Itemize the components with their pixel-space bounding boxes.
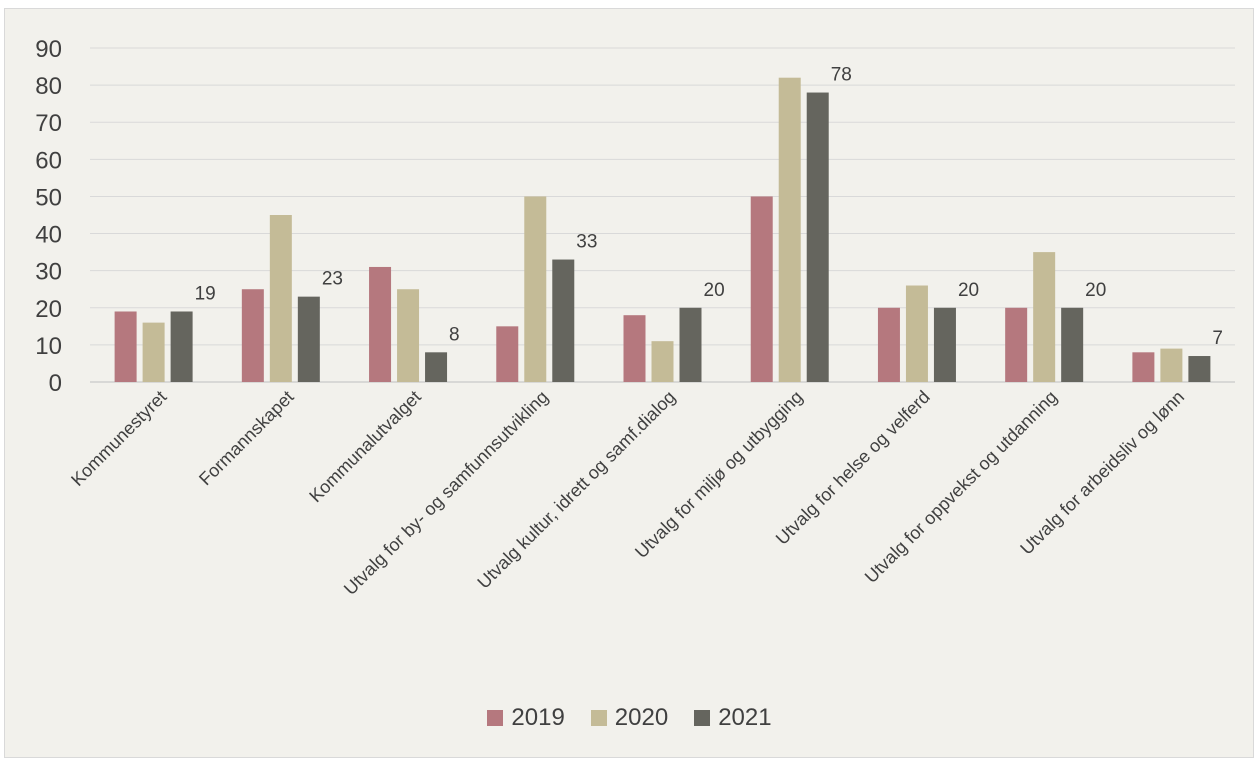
chart-frame <box>4 8 1254 758</box>
bar-2019 <box>623 315 646 382</box>
x-category-label: Utvalg for by- og samfunnsutvikling <box>340 387 552 599</box>
bar-2020 <box>269 215 292 382</box>
y-tick-label: 50 <box>35 184 62 211</box>
legend-item: 2020 <box>590 704 669 732</box>
bar-2019 <box>1132 352 1155 382</box>
bar-2019 <box>750 196 773 382</box>
bar-2021 <box>552 259 575 382</box>
y-tick-label: 60 <box>35 147 62 174</box>
bar-2021 <box>297 296 320 382</box>
bar-2020 <box>1160 348 1183 382</box>
bar-2020 <box>905 285 928 382</box>
legend-swatch <box>487 710 504 726</box>
bar-2020 <box>524 196 547 382</box>
bars <box>114 77 1211 383</box>
bar-2021 <box>425 352 448 382</box>
bar-2020 <box>142 322 165 382</box>
bar-2020 <box>778 77 801 382</box>
bar-2020 <box>1033 252 1056 382</box>
legend-item: 2021 <box>694 704 772 732</box>
y-tick-label: 0 <box>49 370 62 397</box>
bar-2020 <box>651 341 674 382</box>
bar-2021 <box>1061 307 1084 382</box>
x-category-label: Kommunestyret <box>67 387 170 490</box>
bar-2019 <box>877 307 900 382</box>
bar-2021 <box>170 311 193 382</box>
legend-swatch <box>694 710 711 726</box>
bar-2020 <box>397 289 420 382</box>
bar-2021 <box>1188 356 1211 382</box>
y-tick-label: 80 <box>35 73 62 100</box>
y-axis-tick-labels: 0 10 20 30 40 50 60 70 80 90 <box>35 36 62 397</box>
x-axis-category-labels: Kommunestyret Formannskapet Kommunalutvalg… <box>67 387 1188 599</box>
legend-label: 2019 <box>511 704 565 731</box>
y-tick-label: 20 <box>35 296 62 323</box>
y-tick-label: 40 <box>35 222 62 249</box>
x-category-label: Kommunalutvalget <box>305 387 425 507</box>
legend-swatch <box>590 710 607 726</box>
legend-label: 2021 <box>718 704 772 731</box>
legend-item: 2019 <box>487 704 565 732</box>
data-labels: 19 23 8 33 20 78 20 20 7 <box>195 65 1223 349</box>
y-tick-label: 70 <box>35 110 62 137</box>
data-label: 20 <box>958 280 979 301</box>
bar-2019 <box>496 326 519 382</box>
bar-2021 <box>679 307 702 382</box>
y-tick-label: 90 <box>35 36 62 63</box>
bar-2019 <box>241 289 264 382</box>
data-label: 19 <box>195 283 216 304</box>
data-label: 8 <box>449 324 460 345</box>
data-label: 20 <box>1085 280 1106 301</box>
x-category-label: Formannskapet <box>195 387 298 490</box>
data-label: 20 <box>704 280 725 301</box>
y-tick-label: 10 <box>35 333 62 360</box>
y-tick-label: 30 <box>35 259 62 286</box>
data-label: 33 <box>576 232 597 253</box>
data-label: 78 <box>831 65 852 86</box>
bar-2019 <box>1005 307 1028 382</box>
x-category-label: Utvalg kultur, idrett og samf.dialog <box>473 387 679 593</box>
bar-2019 <box>369 266 392 382</box>
bar-2021 <box>933 307 956 382</box>
data-label: 7 <box>1212 328 1223 349</box>
legend: 2019 2020 2021 <box>0 704 1259 732</box>
data-label: 23 <box>322 269 343 290</box>
bar-2019 <box>114 311 137 382</box>
legend-label: 2020 <box>614 704 669 731</box>
bar-2021 <box>806 92 829 383</box>
